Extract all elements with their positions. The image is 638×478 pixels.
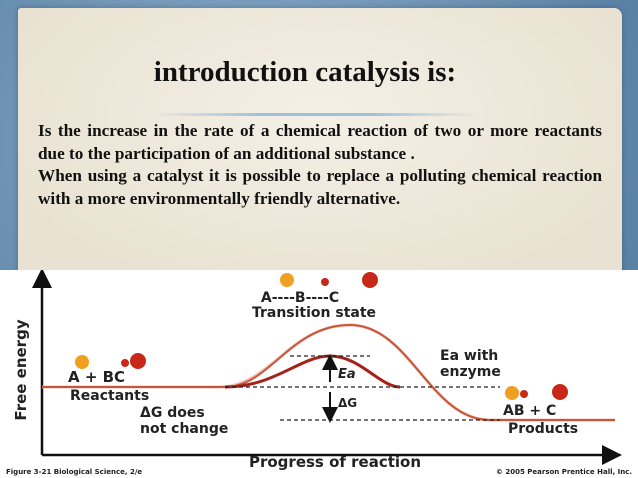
figure-credit: © 2005 Pearson Prentice Hall, Inc.: [496, 468, 632, 476]
atom: [75, 355, 89, 369]
atom: [520, 390, 528, 398]
ea-enzyme-note: Ea with: [440, 348, 498, 364]
atom: [321, 278, 329, 286]
delta-g-note: ΔG does: [140, 405, 205, 421]
figure-caption: Figure 3-21 Biological Science, 2/e: [6, 468, 142, 476]
uncatalyzed-curve: [42, 323, 615, 421]
paragraph: When using a catalyst it is possible to …: [38, 166, 602, 208]
figure-background: [0, 270, 638, 478]
delta-g-note: not change: [140, 421, 228, 437]
y-axis-label: Free energy: [12, 319, 30, 420]
title-rule: [150, 113, 480, 116]
x-axis-label: Progress of reaction: [249, 453, 421, 471]
slide-title: introduction catalysis is:: [153, 56, 457, 88]
transition-formula: A----B----C: [261, 290, 339, 306]
energy-diagram: A----B----C Transition state Free energy…: [0, 270, 638, 478]
transition-label: Transition state: [252, 305, 376, 321]
reactants-label: Reactants: [70, 388, 149, 404]
atom: [280, 273, 294, 287]
atom: [362, 272, 378, 288]
body-text: Is the increase in the rate of a chemica…: [38, 120, 602, 210]
paragraph: Is the increase in the rate of a chemica…: [38, 121, 602, 163]
atom: [121, 359, 129, 367]
atom: [552, 384, 568, 400]
delta-g-label: ΔG: [338, 396, 357, 410]
atom: [130, 353, 146, 369]
products-label: Products: [508, 421, 578, 437]
atom: [505, 386, 519, 400]
ea-enzyme-note: enzyme: [440, 364, 501, 380]
ea-label: Ea: [338, 367, 356, 382]
products-formula: AB + C: [503, 403, 556, 419]
reactants-formula: A + BC: [68, 368, 125, 386]
parchment-panel: [18, 8, 622, 278]
